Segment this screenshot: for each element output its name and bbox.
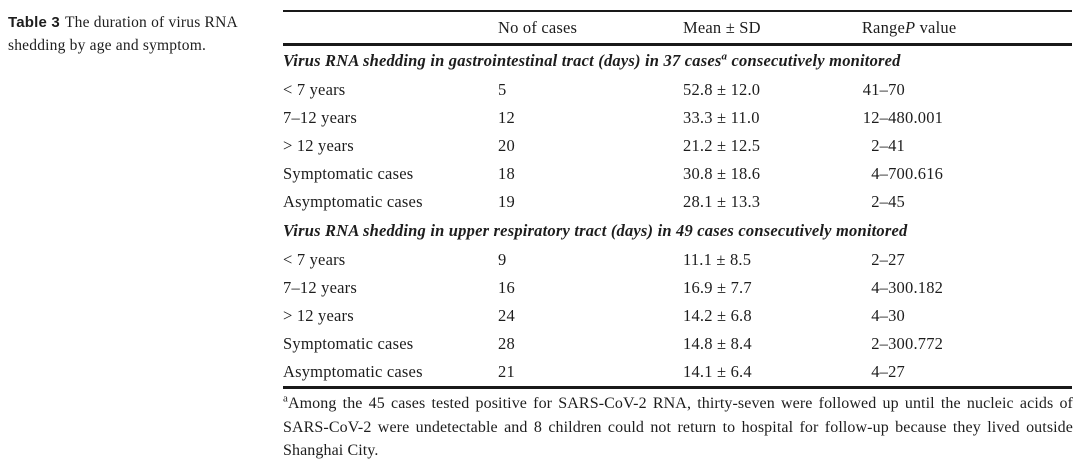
table-row: > 12 years 20 21.2 ± 12.5 2–41 (283, 132, 1072, 160)
footnote-text: Among the 45 cases tested positive for S… (283, 395, 1073, 459)
table-row: > 12 years 24 14.2 ± 6.8 4–30 (283, 302, 1072, 330)
table-row: 7–12 years 16 16.9 ± 7.7 4–30 0.182 (283, 274, 1072, 302)
cell-p-value: 0.772 (905, 334, 944, 353)
section-title-superscript: a (721, 50, 728, 63)
cell-range: 2–45 (871, 192, 905, 211)
footnote: aAmong the 45 cases tested positive for … (283, 392, 1073, 463)
cell-p-value: 0.616 (905, 164, 944, 183)
cell-p-value: 0.001 (905, 108, 944, 127)
table-row: < 7 years 5 52.8 ± 12.0 41–70 (283, 76, 1072, 104)
section-title-row-respiratory: Virus RNA shedding in upper respiratory … (283, 216, 1072, 246)
section-title-row-gastrointestinal: Virus RNA shedding in gastrointestinal t… (283, 45, 1072, 77)
table-row: < 7 years 9 11.1 ± 8.5 2–27 (283, 246, 1072, 274)
results-table: No of cases Mean ± SD Range P value Viru… (283, 10, 1072, 389)
cell-cases: 9 (498, 250, 507, 269)
section-title-pre: Virus RNA shedding in upper respiratory … (283, 221, 735, 240)
cell-mean-sd: 16.9 ± 7.7 (683, 278, 752, 297)
cell-mean-sd: 14.2 ± 6.8 (683, 306, 752, 325)
cell-range: 4–30 (871, 306, 905, 325)
cell-cases: 24 (498, 306, 515, 325)
results-table-wrap: No of cases Mean ± SD Range P value Viru… (283, 10, 1072, 389)
table-caption-text: The duration of virus RNA shedding by ag… (8, 14, 238, 54)
header-row: No of cases Mean ± SD Range P value (283, 11, 1072, 45)
cell-label: 7–12 years (283, 278, 357, 297)
cell-mean-sd: 21.2 ± 12.5 (683, 136, 761, 155)
column-header-range: Range (861, 17, 905, 37)
column-header-no-of-cases: No of cases (498, 17, 578, 37)
cell-cases: 12 (498, 108, 515, 127)
cell-p-value: 0.182 (905, 278, 944, 297)
cell-cases: 19 (498, 192, 515, 211)
cell-label: < 7 years (283, 80, 346, 99)
cell-cases: 20 (498, 136, 515, 155)
cell-label: < 7 years (283, 250, 346, 269)
cell-label: Asymptomatic cases (283, 362, 423, 381)
cell-mean-sd: 30.8 ± 18.6 (683, 164, 761, 183)
cell-p-value (905, 358, 1072, 388)
cell-cases: 5 (498, 80, 507, 99)
cell-label: 7–12 years (283, 108, 357, 127)
section-title: Virus RNA shedding in upper respiratory … (283, 216, 1072, 246)
cell-mean-sd: 14.1 ± 6.4 (683, 362, 752, 381)
section-title: Virus RNA shedding in gastrointestinal t… (283, 45, 1072, 77)
cell-p-value (905, 188, 1072, 216)
cell-mean-sd: 52.8 ± 12.0 (683, 80, 761, 99)
table-row: Symptomatic cases 28 14.8 ± 8.4 2–30 0.7… (283, 330, 1072, 358)
section-title-pre: Virus RNA shedding in gastrointestinal t… (283, 51, 722, 70)
cell-mean-sd: 11.1 ± 8.5 (683, 250, 752, 269)
column-header-empty (283, 11, 498, 45)
cell-label: Symptomatic cases (283, 334, 414, 353)
section-title-post: consecutively monitored (731, 51, 901, 70)
cell-cases: 16 (498, 278, 515, 297)
cell-label: Symptomatic cases (283, 164, 414, 183)
section-title-post: consecutively monitored (738, 221, 908, 240)
cell-range: 4–30 (871, 278, 905, 297)
cell-p-value (905, 302, 1072, 330)
column-header-mean-sd: Mean ± SD (683, 17, 761, 37)
cell-range: 12–48 (862, 108, 905, 127)
cell-label: > 12 years (283, 306, 354, 325)
cell-range: 41–70 (862, 80, 905, 99)
column-header-p-value: P value (905, 11, 1072, 45)
table-row: Asymptomatic cases 19 28.1 ± 13.3 2–45 (283, 188, 1072, 216)
cell-range: 4–70 (871, 164, 905, 183)
cell-range: 4–27 (871, 362, 905, 381)
cell-cases: 18 (498, 164, 515, 183)
cell-p-value (905, 246, 1072, 274)
cell-label: > 12 years (283, 136, 354, 155)
cell-range: 2–30 (871, 334, 905, 353)
cell-cases: 28 (498, 334, 515, 353)
table-row: Symptomatic cases 18 30.8 ± 18.6 4–70 0.… (283, 160, 1072, 188)
cell-mean-sd: 14.8 ± 8.4 (683, 334, 752, 353)
table-caption-label: Table 3 (8, 14, 60, 31)
cell-cases: 21 (498, 362, 515, 381)
cell-label: Asymptomatic cases (283, 192, 423, 211)
table-caption: Table 3 The duration of virus RNA sheddin… (8, 11, 260, 57)
table-row: Asymptomatic cases 21 14.1 ± 6.4 4–27 (283, 358, 1072, 388)
cell-mean-sd: 33.3 ± 11.0 (683, 108, 760, 127)
cell-p-value (905, 132, 1072, 160)
cell-mean-sd: 28.1 ± 13.3 (683, 192, 761, 211)
cell-p-value (905, 76, 1072, 104)
cell-range: 2–41 (871, 136, 905, 155)
footnote-marker: a (283, 392, 288, 405)
p-value-rest: value (919, 17, 957, 37)
cell-range: 2–27 (871, 250, 905, 269)
table-row: 7–12 years 12 33.3 ± 11.0 12–48 0.001 (283, 104, 1072, 132)
p-value-italic-p: P (905, 17, 916, 37)
